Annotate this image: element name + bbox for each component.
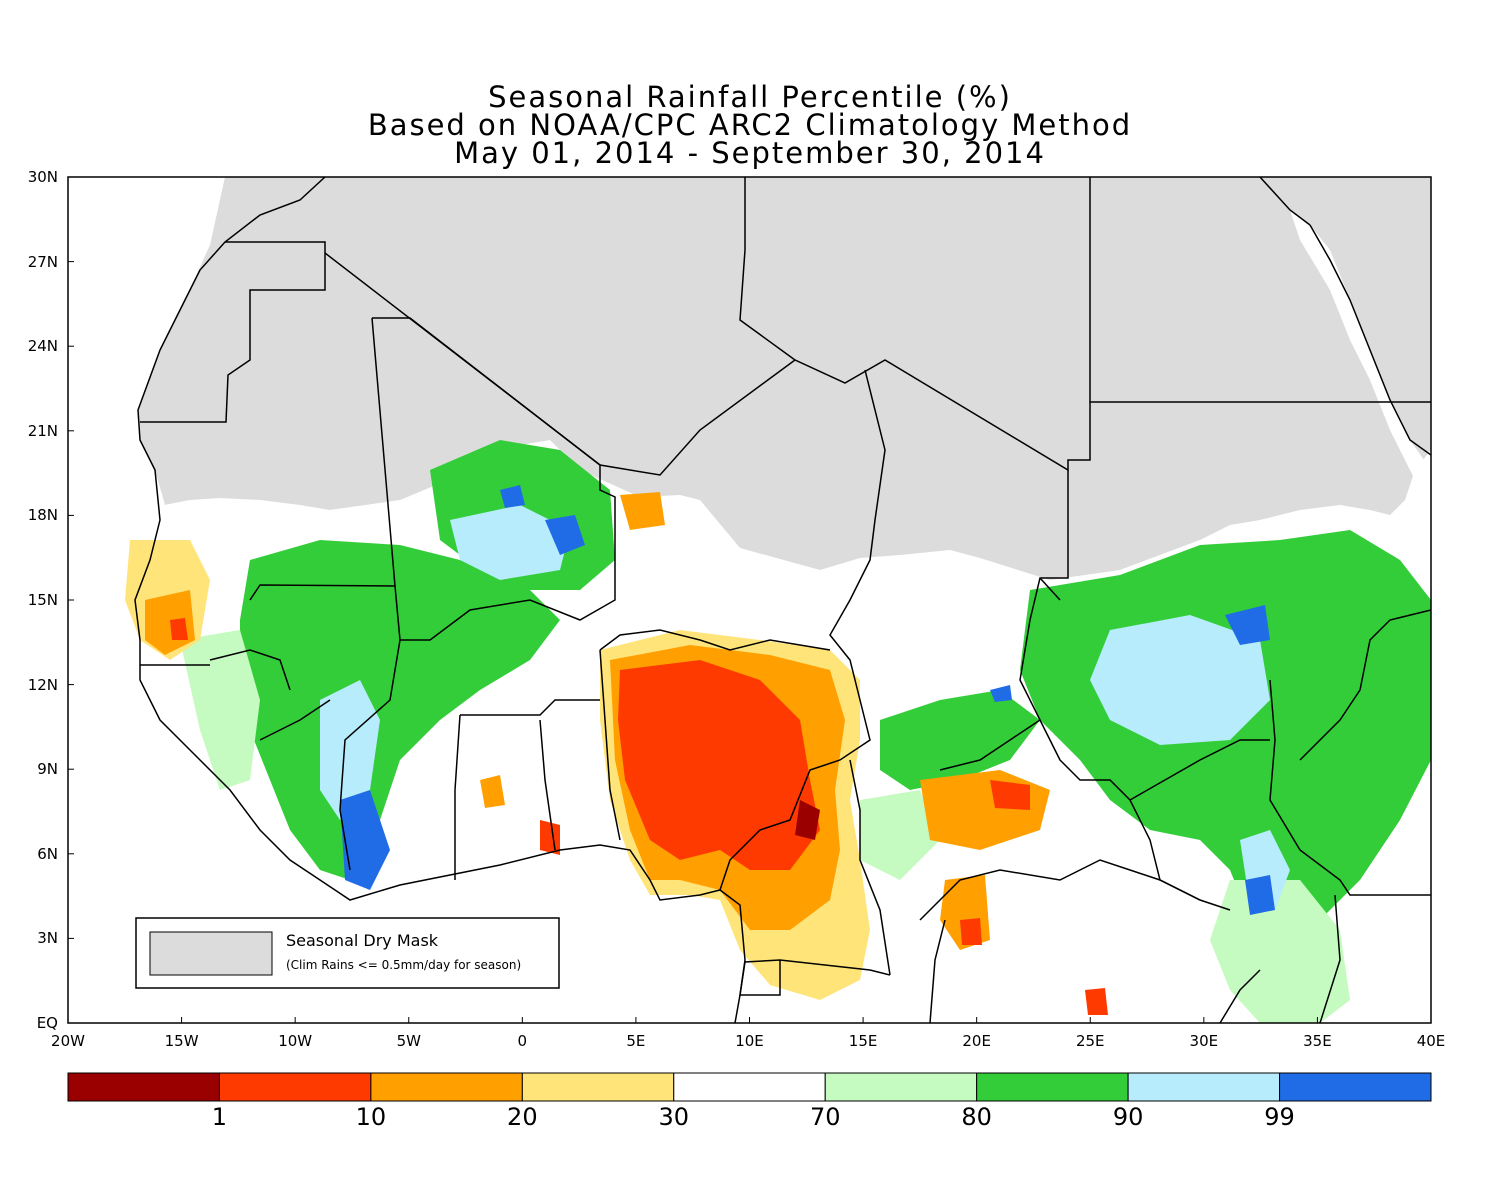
- colorbar-swatch: [1279, 1072, 1432, 1102]
- colorbar-swatch: [824, 1072, 978, 1102]
- colorbar-tick-label: 70: [809, 1103, 841, 1131]
- light-blue-areas: [320, 505, 1290, 910]
- longitude-tick-label: 20E: [962, 1032, 991, 1050]
- colorbar: [67, 1072, 1432, 1102]
- colorbar-swatch: [67, 1072, 220, 1102]
- colorbar-tick-label: 99: [1264, 1103, 1295, 1131]
- colorbar-swatch: [218, 1072, 372, 1102]
- latitude-tick-label: 18N: [27, 506, 58, 525]
- longitude-tick-label: 5E: [626, 1032, 646, 1050]
- longitude-tick-label: 20W: [51, 1032, 85, 1050]
- latitude-tick-label: 24N: [27, 337, 58, 356]
- colorbar-swatch: [521, 1072, 675, 1102]
- latitude-tick-label: EQ: [36, 1014, 58, 1032]
- chart-title-line-3: May 01, 2014 - September 30, 2014: [454, 136, 1046, 170]
- longitude-tick-label: 10W: [278, 1032, 313, 1050]
- latitude-tick-label: 21N: [27, 421, 58, 440]
- longitude-tick-label: 15W: [164, 1032, 199, 1050]
- legend-note: (Clim Rains <= 0.5mm/day for season): [286, 958, 522, 972]
- colorbar-swatch: [1127, 1072, 1281, 1102]
- coastline-east: [1309, 224, 1431, 456]
- latitude-tick-label: 9N: [37, 760, 58, 779]
- light-green-areas: [180, 630, 1350, 1023]
- chart-title-line-1: Seasonal Rainfall Percentile (%): [488, 80, 1012, 114]
- latitude-tick-label: 6N: [37, 844, 58, 863]
- legend-title: Seasonal Dry Mask: [286, 931, 439, 950]
- longitude-tick-label: 30E: [1189, 1032, 1219, 1050]
- axis-ticks: [67, 176, 1432, 1024]
- dry-mask-swatch: [149, 931, 273, 976]
- latitude-tick-label: 3N: [37, 929, 58, 948]
- coastline: [134, 177, 746, 1023]
- chart-title-line-2: Based on NOAA/CPC ARC2 Climatology Metho…: [367, 108, 1133, 142]
- longitude-tick-label: 35E: [1303, 1032, 1332, 1050]
- longitude-tick-label: 40E: [1416, 1032, 1446, 1050]
- red-sea: [1290, 210, 1431, 500]
- colorbar-tick-label: 90: [1112, 1103, 1144, 1131]
- longitude-tick-label: 5W: [396, 1032, 421, 1050]
- longitude-tick-label: 10E: [735, 1032, 764, 1050]
- latitude-tick-label: 12N: [27, 675, 58, 694]
- country-borders: [140, 177, 1431, 1023]
- map-content: [68, 177, 1431, 1023]
- below-normal-areas: [125, 492, 1108, 1015]
- colorbar-tick-label: 30: [658, 1103, 690, 1131]
- dry-mask-region: [138, 177, 1431, 585]
- longitude-tick-label: 25E: [1075, 1032, 1105, 1050]
- colorbar-swatch: [673, 1072, 826, 1102]
- colorbar-tick-label: 10: [355, 1103, 387, 1131]
- latitude-tick-label: 30N: [27, 168, 58, 186]
- latitude-tick-label: 27N: [27, 252, 58, 271]
- colorbar-tick-label: 20: [507, 1103, 538, 1131]
- colorbar-tick-label: 80: [961, 1103, 992, 1131]
- latitude-tick-label: 15N: [27, 591, 58, 609]
- colorbar-tick-label: 1: [211, 1103, 228, 1131]
- longitude-tick-label: 15E: [848, 1032, 878, 1050]
- longitude-tick-label: 0: [517, 1032, 528, 1050]
- colorbar-swatch: [976, 1072, 1129, 1102]
- blue-areas: [340, 485, 1275, 915]
- colorbar-swatch: [370, 1072, 523, 1102]
